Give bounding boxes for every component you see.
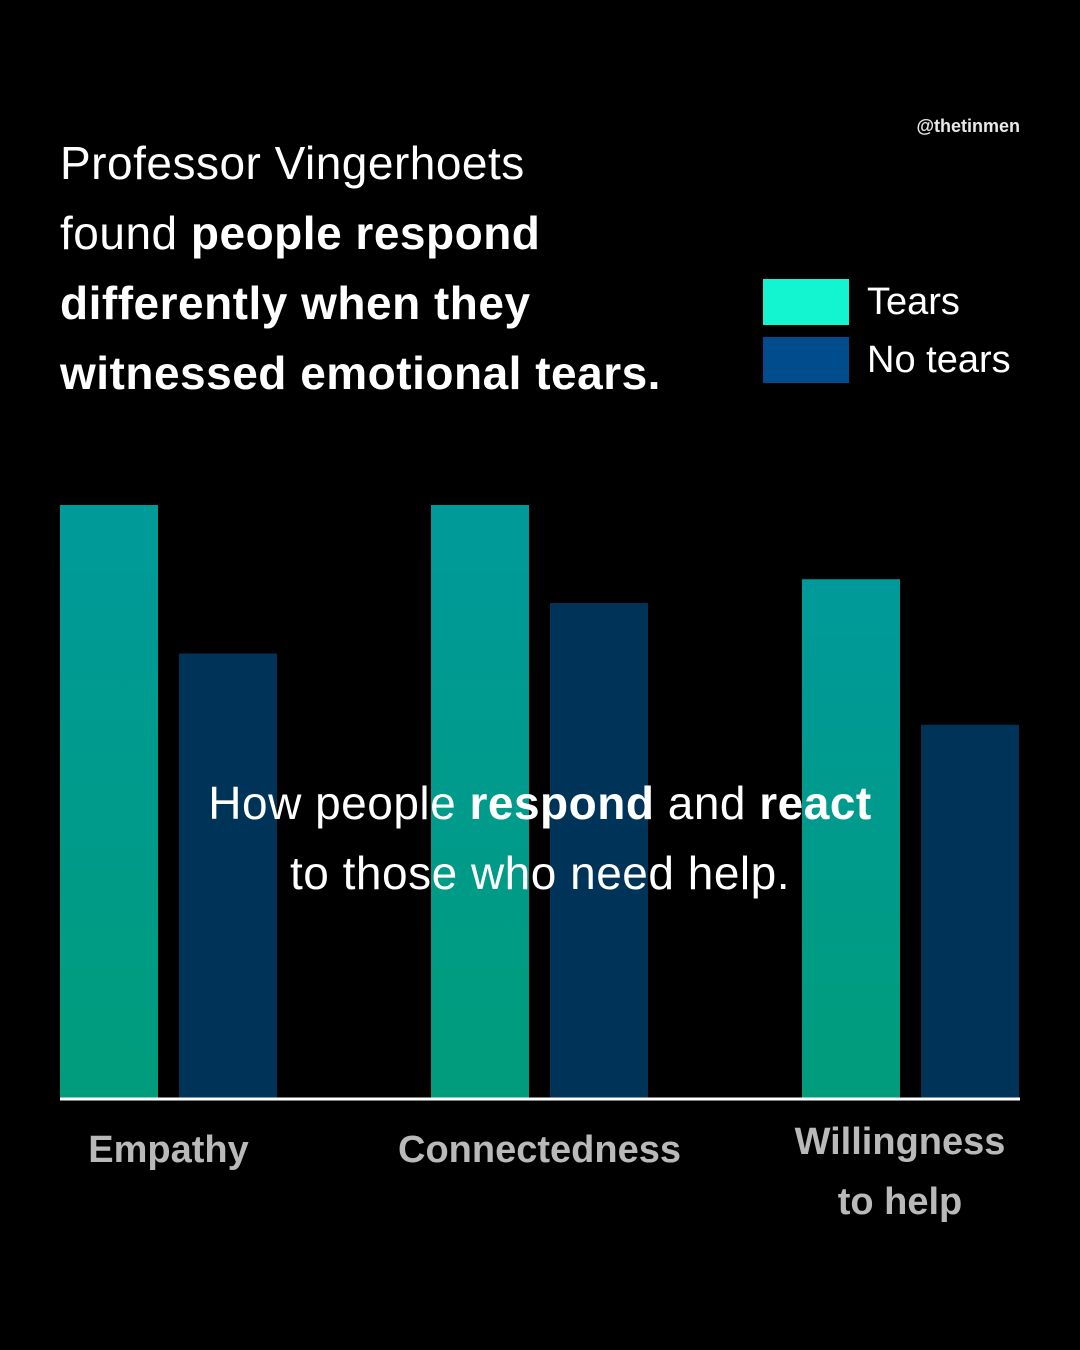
category-label-1-line-1: Empathy (88, 1129, 249, 1171)
overlay-part-4: react (759, 777, 872, 829)
headline-line-1: Professor Vingerhoets (60, 137, 525, 189)
category-label-3: Willingness to help (740, 1112, 1060, 1232)
headline-line-2-light: found (60, 207, 191, 259)
headline: Professor Vingerhoets found people respo… (60, 128, 720, 408)
bar-no-tears-2 (550, 603, 648, 1099)
legend-swatch-tears (763, 279, 849, 325)
bar-no-tears-3 (921, 724, 1019, 1099)
overlay-part-1: How people (208, 777, 470, 829)
legend-item-tears: Tears (763, 278, 1011, 326)
chart-overlay-text: How people respond and react to those wh… (0, 768, 1080, 908)
category-label-1: Empathy (9, 1120, 329, 1180)
legend-label-no-tears: No tears (867, 338, 1011, 381)
category-label-2-line-1: Connectedness (398, 1129, 681, 1171)
category-label-3-line-2: to help (837, 1181, 963, 1223)
bar-tears-3 (802, 579, 900, 1099)
legend-swatch-no-tears (763, 337, 849, 383)
legend-item-no-tears: No tears (763, 336, 1011, 384)
bar-tears-2 (431, 505, 529, 1099)
headline-line-4: witnessed emotional tears. (60, 347, 661, 399)
headline-line-3: differently when they (60, 277, 531, 329)
legend-label-tears: Tears (867, 280, 960, 323)
bar-tears-1 (60, 505, 158, 1099)
overlay-line-2: to those who need help. (290, 847, 790, 899)
overlay-part-2: respond (469, 777, 655, 829)
bar-no-tears-1 (179, 653, 277, 1099)
chart-legend: Tears No tears (763, 278, 1011, 394)
category-label-3-line-1: Willingness (794, 1121, 1006, 1163)
account-handle: @thetinmen (916, 116, 1020, 136)
headline-line-2-bold: people respond (190, 207, 541, 259)
category-label-2: Connectedness (380, 1120, 700, 1180)
overlay-part-3: and (654, 777, 760, 829)
